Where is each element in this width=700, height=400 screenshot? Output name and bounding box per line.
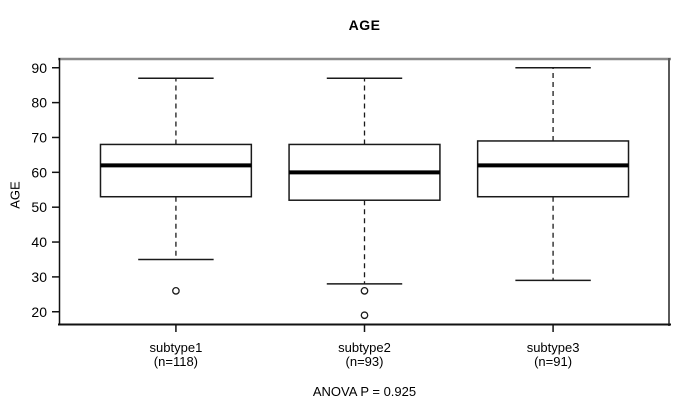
x-group-label: subtype1: [150, 340, 203, 355]
y-tick-label: 20: [31, 304, 47, 320]
y-tick-label: 60: [31, 164, 47, 180]
outlier-point: [360, 311, 369, 320]
outlier-point: [360, 286, 369, 295]
outlier-point: [172, 286, 180, 295]
x-group-sublabel: (n=93): [346, 354, 384, 369]
y-tick-label: 50: [31, 199, 47, 215]
x-group-label: subtype2: [338, 340, 391, 355]
x-group-sublabel: (n=91): [534, 354, 572, 369]
y-tick-label: 40: [31, 234, 47, 250]
chart-title: AGE: [348, 17, 381, 33]
y-tick-label: 70: [31, 129, 47, 145]
iqr-box: [99, 143, 253, 198]
x-group-sublabel: (n=118): [154, 354, 198, 369]
iqr-box: [476, 140, 630, 198]
y-tick-label: 80: [31, 95, 47, 111]
x-group-label: subtype3: [527, 340, 580, 355]
anova-p-annotation: ANOVA P = 0.925: [312, 384, 417, 399]
y-tick-label: 90: [31, 60, 47, 76]
y-tick-label: 30: [31, 269, 47, 285]
